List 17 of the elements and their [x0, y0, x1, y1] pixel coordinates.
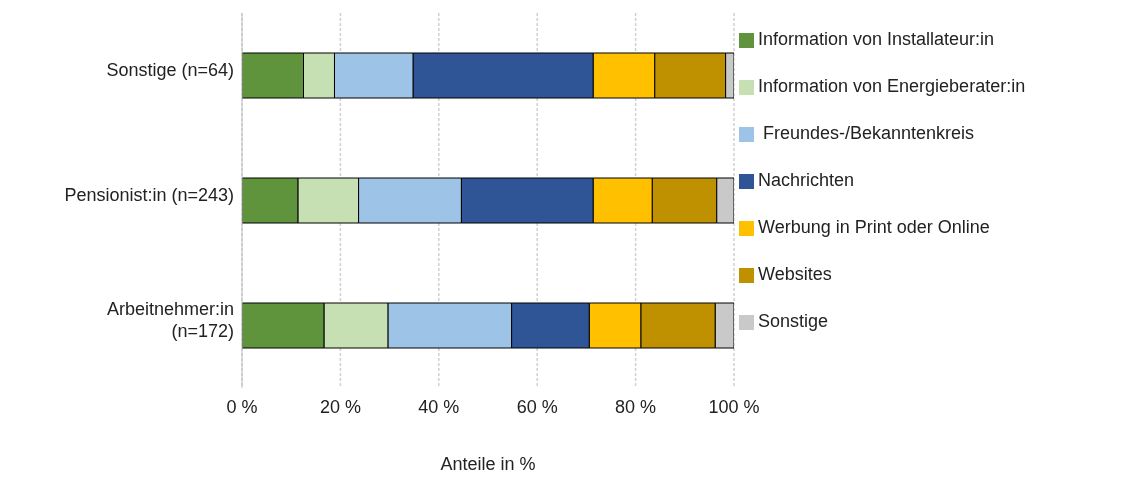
y-tick-label: Arbeitnehmer:in (n=172)	[106, 298, 234, 341]
x-axis-title: Anteile in %	[440, 454, 536, 474]
legend-label: Information von Energieberater:in	[758, 76, 1026, 96]
y-tick-label: Pensionist:in (n=243)	[64, 184, 234, 205]
x-tick-label: 40 %	[418, 396, 460, 417]
legend-label: Information von Installateur:in	[758, 29, 995, 49]
legend-label: Nachrichten	[758, 170, 855, 190]
x-tick-label: 60 %	[516, 396, 558, 417]
y-tick-label: Sonstige (n=64)	[106, 59, 234, 80]
x-tick-label: 80 %	[615, 396, 657, 417]
legend-label: Sonstige	[758, 311, 829, 331]
legend-label: Werbung in Print oder Online	[758, 217, 990, 237]
legend-label: Freundes-/Bekanntenkreis	[762, 123, 975, 143]
x-tick-label: 20 %	[319, 396, 361, 417]
legend-label: Websites	[758, 264, 832, 284]
x-tick-label: 100 %	[708, 396, 760, 417]
x-tick-label: 0 %	[226, 396, 258, 417]
